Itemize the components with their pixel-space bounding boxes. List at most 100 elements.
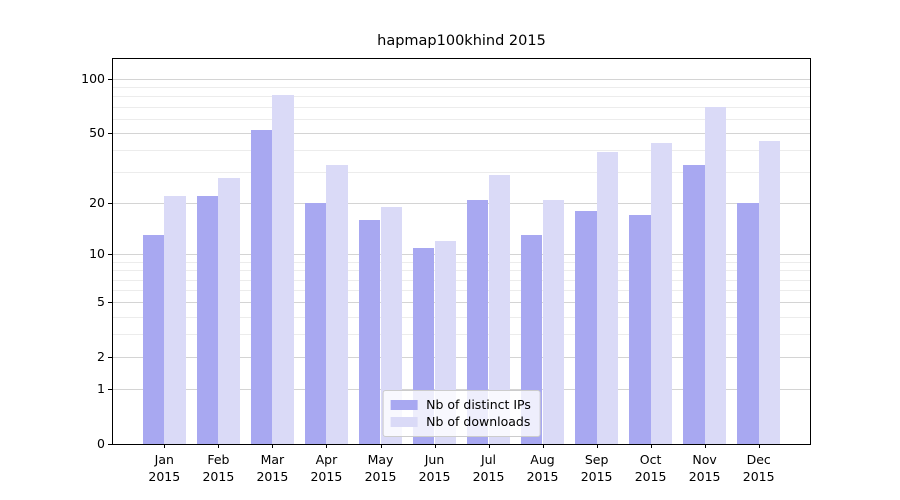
y-tick-label: 100 (81, 71, 105, 86)
legend-label-distinct-ips: Nb of distinct IPs (426, 397, 531, 412)
gridline-minor (113, 118, 810, 120)
x-tick-year: 2015 (256, 469, 289, 484)
y-tick-mark (108, 133, 112, 134)
x-tick-mark (542, 444, 544, 448)
x-tick-label: Jul 2015 (457, 451, 521, 485)
x-tick-month: Nov (692, 452, 717, 467)
x-tick-month: Jul (480, 452, 497, 467)
x-tick-month: Feb (207, 452, 230, 467)
x-tick-year: 2015 (688, 469, 721, 484)
x-tick-label: Oct 2015 (619, 451, 683, 485)
plot-area: Nb of distinct IPs Nb of downloads (112, 58, 811, 445)
bar-distinct-ips-mar (250, 130, 273, 444)
gridline-major (113, 133, 810, 134)
x-tick-mark (488, 444, 490, 448)
x-tick-mark (326, 444, 328, 448)
gridline-minor (113, 150, 810, 152)
y-tick-mark (108, 79, 112, 80)
x-tick-mark (272, 444, 274, 448)
gridline-minor (113, 334, 810, 336)
bar-distinct-ips-apr (304, 203, 327, 444)
x-tick-year: 2015 (742, 469, 775, 484)
x-tick-label: Apr 2015 (294, 451, 358, 485)
y-tick-label: 5 (97, 294, 105, 310)
x-tick-mark (164, 444, 166, 448)
legend-swatch-distinct-ips (390, 399, 418, 410)
bar-distinct-ips-sep (575, 211, 597, 444)
legend-label-downloads: Nb of downloads (426, 414, 531, 429)
gridline-major (113, 389, 810, 391)
x-tick-label: Sep 2015 (565, 451, 629, 485)
gridline-minor (113, 172, 810, 174)
x-tick-label: Dec 2015 (727, 451, 791, 485)
bar-distinct-ips-dec (737, 203, 759, 444)
x-tick-label: Feb 2015 (186, 451, 250, 485)
x-tick-mark (704, 444, 706, 448)
bar-downloads-dec (758, 141, 781, 444)
x-tick-month: Mar (260, 452, 285, 467)
x-tick-label: Nov 2015 (673, 451, 737, 485)
x-tick-month: Aug (530, 452, 555, 467)
bar-distinct-ips-jan (142, 235, 165, 444)
bar-downloads-sep (596, 152, 619, 444)
gridline-major (113, 254, 810, 256)
y-tick-label: 20 (89, 195, 105, 211)
y-tick-label: 10 (89, 246, 105, 262)
x-tick-month: Oct (639, 452, 662, 467)
bar-distinct-ips-oct (629, 215, 651, 444)
x-tick-year: 2015 (148, 469, 181, 484)
x-tick-label: Jun 2015 (403, 451, 467, 485)
bar-downloads-oct (650, 142, 673, 444)
bar-downloads-nov (704, 106, 727, 444)
y-tick-label: 2 (97, 349, 105, 365)
legend-row-distinct-ips: Nb of distinct IPs (390, 396, 531, 413)
gridline-minor (113, 87, 810, 89)
x-tick-year: 2015 (364, 469, 397, 484)
x-tick-month: Apr (315, 452, 338, 467)
bar-distinct-ips-may (358, 219, 381, 444)
x-tick-year: 2015 (634, 469, 667, 484)
x-tick-mark (758, 444, 760, 448)
gridline-major (113, 203, 810, 205)
bar-distinct-ips-feb (196, 196, 219, 444)
x-tick-year: 2015 (580, 469, 613, 484)
bar-distinct-ips-jul (466, 199, 489, 444)
bar-downloads-may (380, 207, 403, 444)
x-tick-year: 2015 (418, 469, 451, 484)
x-tick-year: 2015 (526, 469, 559, 484)
x-tick-month: Sep (584, 452, 609, 467)
chart-title: hapmap100khind 2015 (377, 33, 546, 49)
gridline-major (113, 79, 810, 80)
bar-downloads-jan (164, 196, 186, 444)
bar-distinct-ips-nov (683, 165, 705, 444)
y-tick-mark (108, 203, 112, 205)
gridline-major (113, 302, 810, 304)
x-tick-label: Aug 2015 (511, 451, 575, 485)
gridline-minor (113, 106, 810, 108)
y-tick-label: 0 (97, 436, 105, 451)
bar-downloads-jul (488, 175, 511, 444)
x-tick-label: Mar 2015 (240, 451, 304, 485)
x-tick-label: May 2015 (349, 451, 413, 485)
gridline-minor (113, 316, 810, 318)
bar-downloads-mar (272, 95, 294, 444)
y-tick-mark (108, 254, 112, 256)
bar-downloads-apr (326, 165, 348, 444)
x-tick-mark (434, 444, 436, 448)
x-tick-month: May (367, 452, 394, 467)
gridline-minor (113, 270, 810, 272)
bar-downloads-aug (542, 199, 565, 444)
gridline-minor (113, 96, 810, 98)
y-tick-label: 1 (97, 381, 105, 397)
gridline-minor (113, 290, 810, 292)
x-tick-label: Jan 2015 (132, 451, 196, 485)
x-tick-month: Jun (424, 452, 445, 467)
y-tick-label: 50 (89, 125, 105, 140)
x-tick-month: Dec (746, 452, 771, 467)
legend: Nb of distinct IPs Nb of downloads (382, 390, 541, 437)
y-tick-mark (108, 389, 112, 391)
legend-row-downloads: Nb of downloads (390, 413, 531, 430)
x-tick-year: 2015 (310, 469, 343, 484)
gridline-minor (113, 261, 810, 263)
